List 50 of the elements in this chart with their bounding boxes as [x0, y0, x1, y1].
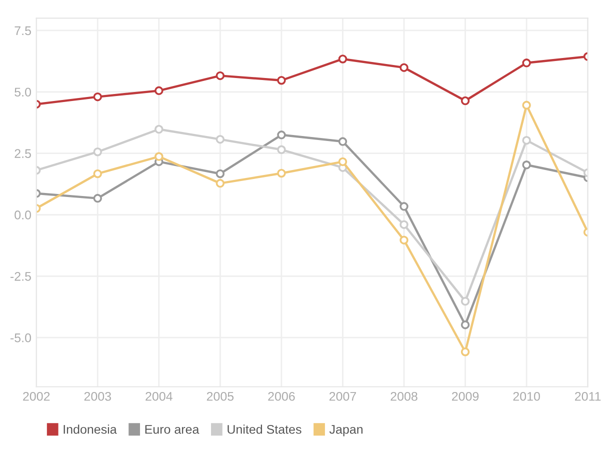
point: [154, 86, 164, 96]
point: [93, 169, 102, 178]
legend-label: United States: [228, 424, 302, 434]
y-tick-label: -2.5: [10, 272, 31, 281]
x-tick-label: 2004: [146, 392, 172, 401]
point: [460, 96, 470, 106]
x-tick-label: 2008: [390, 392, 418, 401]
point: [400, 202, 408, 211]
y-tick-label: 7.5: [14, 26, 31, 36]
x-tick-label: 2002: [23, 392, 50, 401]
point: [93, 147, 102, 156]
point: [93, 194, 102, 203]
point: [216, 134, 225, 144]
point: [338, 54, 348, 64]
x-tick-label: 2007: [329, 392, 356, 401]
y-tick-label: 5.0: [14, 88, 32, 97]
point: [216, 178, 225, 188]
legend-label: Japan: [329, 425, 362, 436]
x-tick-label: 2010: [513, 392, 540, 401]
point: [277, 168, 286, 178]
point: [216, 71, 225, 80]
point: [522, 100, 531, 110]
point: [522, 136, 531, 145]
y-tick-label: 0.0: [14, 210, 32, 220]
y-tick-label: -5.0: [10, 333, 32, 342]
point: [460, 320, 470, 330]
point: [93, 92, 102, 102]
point: [400, 220, 408, 229]
point: [522, 160, 531, 170]
point: [216, 169, 225, 178]
legend-label: Euro area: [145, 425, 200, 434]
point: [154, 124, 164, 134]
point: [338, 157, 348, 166]
x-tick-label: 2006: [268, 392, 295, 401]
point: [400, 236, 408, 244]
x-tick-label: 2009: [452, 392, 479, 401]
point: [277, 76, 286, 85]
x-tick-label: 2005: [206, 392, 234, 401]
point: [400, 63, 408, 72]
point: [460, 296, 470, 306]
point: [460, 347, 470, 356]
x-tick-label: 2003: [84, 392, 111, 401]
legend-label: Indonesia: [64, 424, 117, 434]
point: [154, 152, 164, 161]
y-tick-label: 2.5: [14, 149, 31, 158]
point: [277, 130, 286, 140]
point: [277, 145, 286, 154]
x-tick-label: 2011: [575, 392, 601, 401]
point: [338, 137, 348, 146]
point: [522, 58, 531, 68]
